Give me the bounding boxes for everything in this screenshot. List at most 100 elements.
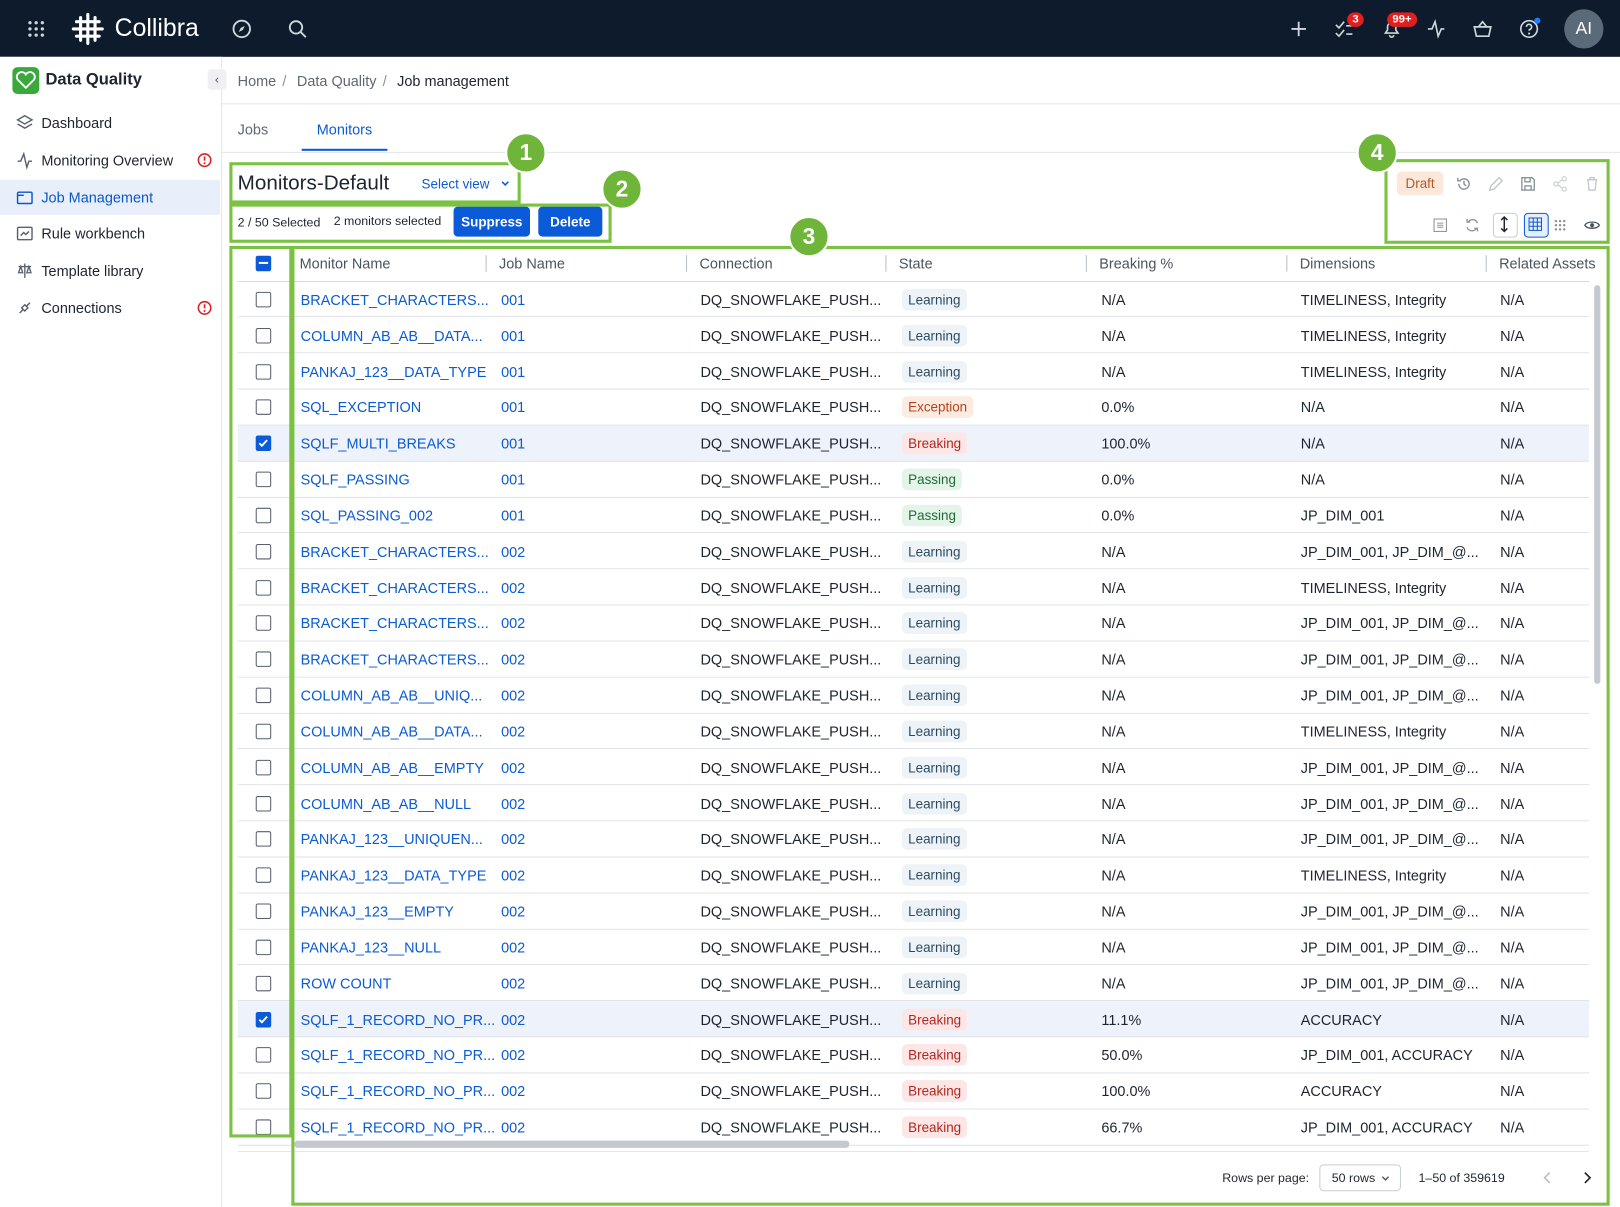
- grid-view-toggle[interactable]: [1523, 212, 1549, 238]
- monitor-name-link[interactable]: PANKAJ_123__UNIQUEN...: [300, 831, 483, 848]
- add-icon[interactable]: [1290, 21, 1307, 38]
- history-icon[interactable]: [1456, 176, 1473, 193]
- select-view[interactable]: Select view: [421, 176, 490, 192]
- job-name-link[interactable]: 001: [501, 507, 526, 524]
- row-checkbox[interactable]: [255, 651, 272, 668]
- job-name-link[interactable]: 001: [501, 327, 526, 344]
- nav-item[interactable]: Template library: [0, 253, 220, 288]
- row-checkbox[interactable]: [255, 579, 272, 596]
- row-checkbox[interactable]: [255, 615, 272, 632]
- select-chevron[interactable]: [1381, 1175, 1390, 1183]
- job-name-link[interactable]: 002: [501, 1047, 526, 1064]
- list-icon[interactable]: [1432, 217, 1449, 234]
- monitor-name-link[interactable]: PANKAJ_123__NULL: [300, 939, 442, 956]
- row-checkbox[interactable]: [255, 507, 272, 524]
- avatar[interactable]: AI: [1564, 9, 1604, 49]
- collapse-button[interactable]: ‹: [207, 69, 227, 90]
- row-checkbox[interactable]: [255, 1047, 272, 1064]
- row-checkbox[interactable]: [255, 1083, 272, 1100]
- nav-label[interactable]: Dashboard: [41, 114, 113, 132]
- row-checkbox[interactable]: [255, 759, 272, 776]
- monitor-name-link[interactable]: SQLF_MULTI_BREAKS: [300, 435, 456, 452]
- column-header[interactable]: Job Name: [499, 255, 565, 272]
- row-checkbox[interactable]: [255, 795, 272, 812]
- job-name-link[interactable]: 002: [501, 615, 526, 632]
- breadcrumb-item[interactable]: Home: [237, 72, 277, 89]
- nav-item[interactable]: Connections: [0, 290, 220, 325]
- job-name-link[interactable]: 002: [501, 579, 526, 596]
- trash-icon[interactable]: [1584, 176, 1601, 193]
- height-icon[interactable]: [1496, 215, 1513, 233]
- job-name-link[interactable]: 002: [501, 975, 526, 992]
- explore-icon[interactable]: [232, 19, 251, 39]
- column-header[interactable]: Breaking %: [1099, 255, 1174, 272]
- row-checkbox[interactable]: [255, 363, 272, 380]
- apps-icon[interactable]: [27, 20, 46, 39]
- column-header[interactable]: Connection: [699, 255, 773, 272]
- job-name-link[interactable]: 001: [501, 363, 526, 380]
- column-header[interactable]: State: [898, 255, 933, 272]
- monitor-name-link[interactable]: BRACKET_CHARACTERS...: [300, 579, 489, 596]
- job-name-link[interactable]: 001: [501, 435, 526, 452]
- select-all-checkbox[interactable]: [255, 255, 272, 272]
- chevron-icon[interactable]: [501, 180, 509, 188]
- tab[interactable]: Jobs: [237, 120, 269, 138]
- horizontal-scrollbar[interactable]: [294, 1140, 850, 1148]
- monitor-name-link[interactable]: BRACKET_CHARACTERS...: [300, 651, 489, 668]
- monitor-name-link[interactable]: BRACKET_CHARACTERS...: [300, 291, 489, 308]
- job-name-link[interactable]: 001: [501, 291, 526, 308]
- brand-name[interactable]: Collibra: [114, 14, 199, 43]
- monitor-name-link[interactable]: PANKAJ_123__EMPTY: [300, 903, 454, 920]
- row-checkbox[interactable]: [255, 471, 272, 488]
- job-name-link[interactable]: 002: [501, 723, 526, 740]
- row-checkbox[interactable]: [255, 291, 272, 308]
- monitor-name-link[interactable]: SQL_PASSING_002: [300, 507, 434, 524]
- job-name-link[interactable]: 002: [501, 651, 526, 668]
- nav-label[interactable]: Rule workbench: [41, 225, 146, 243]
- monitor-name-link[interactable]: SQLF_1_RECORD_NO_PR...: [300, 1011, 496, 1028]
- nav-label[interactable]: Connections: [41, 299, 122, 317]
- row-checkbox[interactable]: [255, 435, 272, 452]
- row-checkbox[interactable]: [255, 543, 272, 560]
- job-name-link[interactable]: 002: [501, 759, 526, 776]
- job-name-link[interactable]: 002: [501, 543, 526, 560]
- monitor-name-link[interactable]: SQLF_1_RECORD_NO_PR...: [300, 1083, 496, 1100]
- monitor-name-link[interactable]: PANKAJ_123__DATA_TYPE: [300, 363, 487, 380]
- column-header[interactable]: Related Assets: [1499, 255, 1596, 272]
- monitor-name-link[interactable]: COLUMN_AB_AB__UNIQ...: [300, 687, 483, 704]
- monitor-name-link[interactable]: SQLF_1_RECORD_NO_PR...: [300, 1118, 496, 1136]
- monitor-name-link[interactable]: COLUMN_AB_AB__NULL: [300, 795, 472, 812]
- job-name-link[interactable]: 002: [501, 687, 526, 704]
- search-icon[interactable]: [288, 20, 307, 39]
- density-toggle[interactable]: [1492, 212, 1518, 238]
- monitor-name-link[interactable]: ROW COUNT: [300, 975, 392, 992]
- job-name-link[interactable]: 002: [501, 1011, 526, 1028]
- monitor-name-link[interactable]: BRACKET_CHARACTERS...: [300, 543, 489, 560]
- rows-per-page-select[interactable]: [1319, 1164, 1401, 1192]
- share-icon[interactable]: [1552, 176, 1569, 193]
- monitor-name-link[interactable]: PANKAJ_123__DATA_TYPE: [300, 867, 487, 884]
- job-name-link[interactable]: 002: [501, 867, 526, 884]
- vertical-scrollbar[interactable]: [1594, 285, 1601, 684]
- job-name-link[interactable]: 002: [501, 831, 526, 848]
- row-checkbox[interactable]: [255, 399, 272, 416]
- tab[interactable]: Monitors: [316, 120, 373, 138]
- row-checkbox[interactable]: [255, 903, 272, 920]
- activity-icon[interactable]: [1427, 18, 1446, 39]
- row-checkbox[interactable]: [255, 723, 272, 740]
- breadcrumb-item[interactable]: Data Quality: [296, 72, 377, 89]
- monitor-name-link[interactable]: COLUMN_AB_AB__DATA...: [300, 723, 483, 740]
- job-name-link[interactable]: 002: [501, 1118, 526, 1136]
- row-checkbox[interactable]: [255, 867, 272, 884]
- job-name-link[interactable]: 002: [501, 1083, 526, 1100]
- monitor-name-link[interactable]: SQL_EXCEPTION: [300, 399, 422, 416]
- job-name-link[interactable]: 002: [501, 903, 526, 920]
- nav-label[interactable]: Job Management: [41, 188, 154, 206]
- column-header[interactable]: Dimensions: [1299, 255, 1376, 272]
- nav-item[interactable]: Job Management: [0, 179, 221, 215]
- visibility-icon[interactable]: [1584, 217, 1601, 234]
- nav-label[interactable]: Monitoring Overview: [41, 151, 174, 169]
- basket-icon[interactable]: [1473, 20, 1492, 39]
- row-checkbox[interactable]: [255, 687, 272, 704]
- row-checkbox[interactable]: [255, 939, 272, 956]
